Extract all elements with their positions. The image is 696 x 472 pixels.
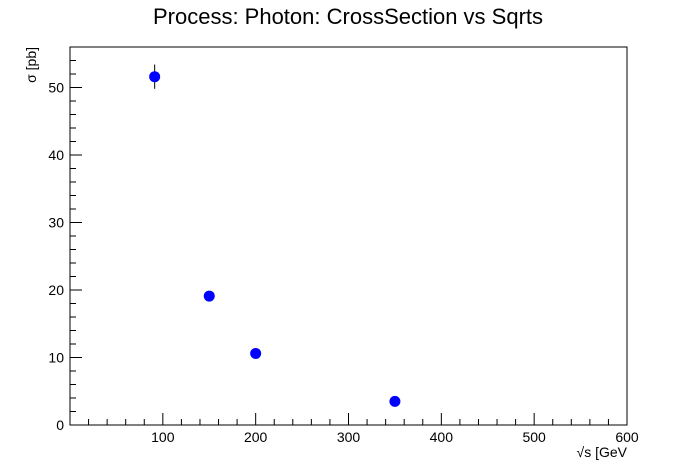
data-point — [389, 395, 401, 407]
plot-frame — [69, 46, 628, 426]
chart-title: Process: Photon: CrossSection vs Sqrts — [153, 4, 543, 29]
x-tick-label: 200 — [244, 429, 268, 445]
y-tick-label: 0 — [56, 417, 64, 433]
x-tick-label: 600 — [615, 429, 639, 445]
y-tick-label: 40 — [48, 147, 64, 163]
y-tick-label: 10 — [48, 350, 64, 366]
data-point — [203, 290, 215, 302]
y-tick-label: 20 — [48, 282, 64, 298]
x-axis-label: √s [GeV — [577, 444, 628, 460]
data-points — [149, 64, 401, 407]
x-tick-label: 500 — [522, 429, 546, 445]
data-point — [250, 347, 262, 359]
x-tick-label: 100 — [151, 429, 175, 445]
y-tick-label: 30 — [48, 215, 64, 231]
y-axis-label: σ [pb] — [23, 47, 39, 83]
x-tick-label: 300 — [337, 429, 361, 445]
tick-labels: 100 200 300 400 500 600 0 10 20 30 40 50 — [48, 80, 638, 446]
y-tick-label: 50 — [48, 80, 64, 96]
data-point — [149, 71, 161, 83]
axis-ticks — [70, 46, 628, 426]
x-tick-label: 400 — [430, 429, 454, 445]
